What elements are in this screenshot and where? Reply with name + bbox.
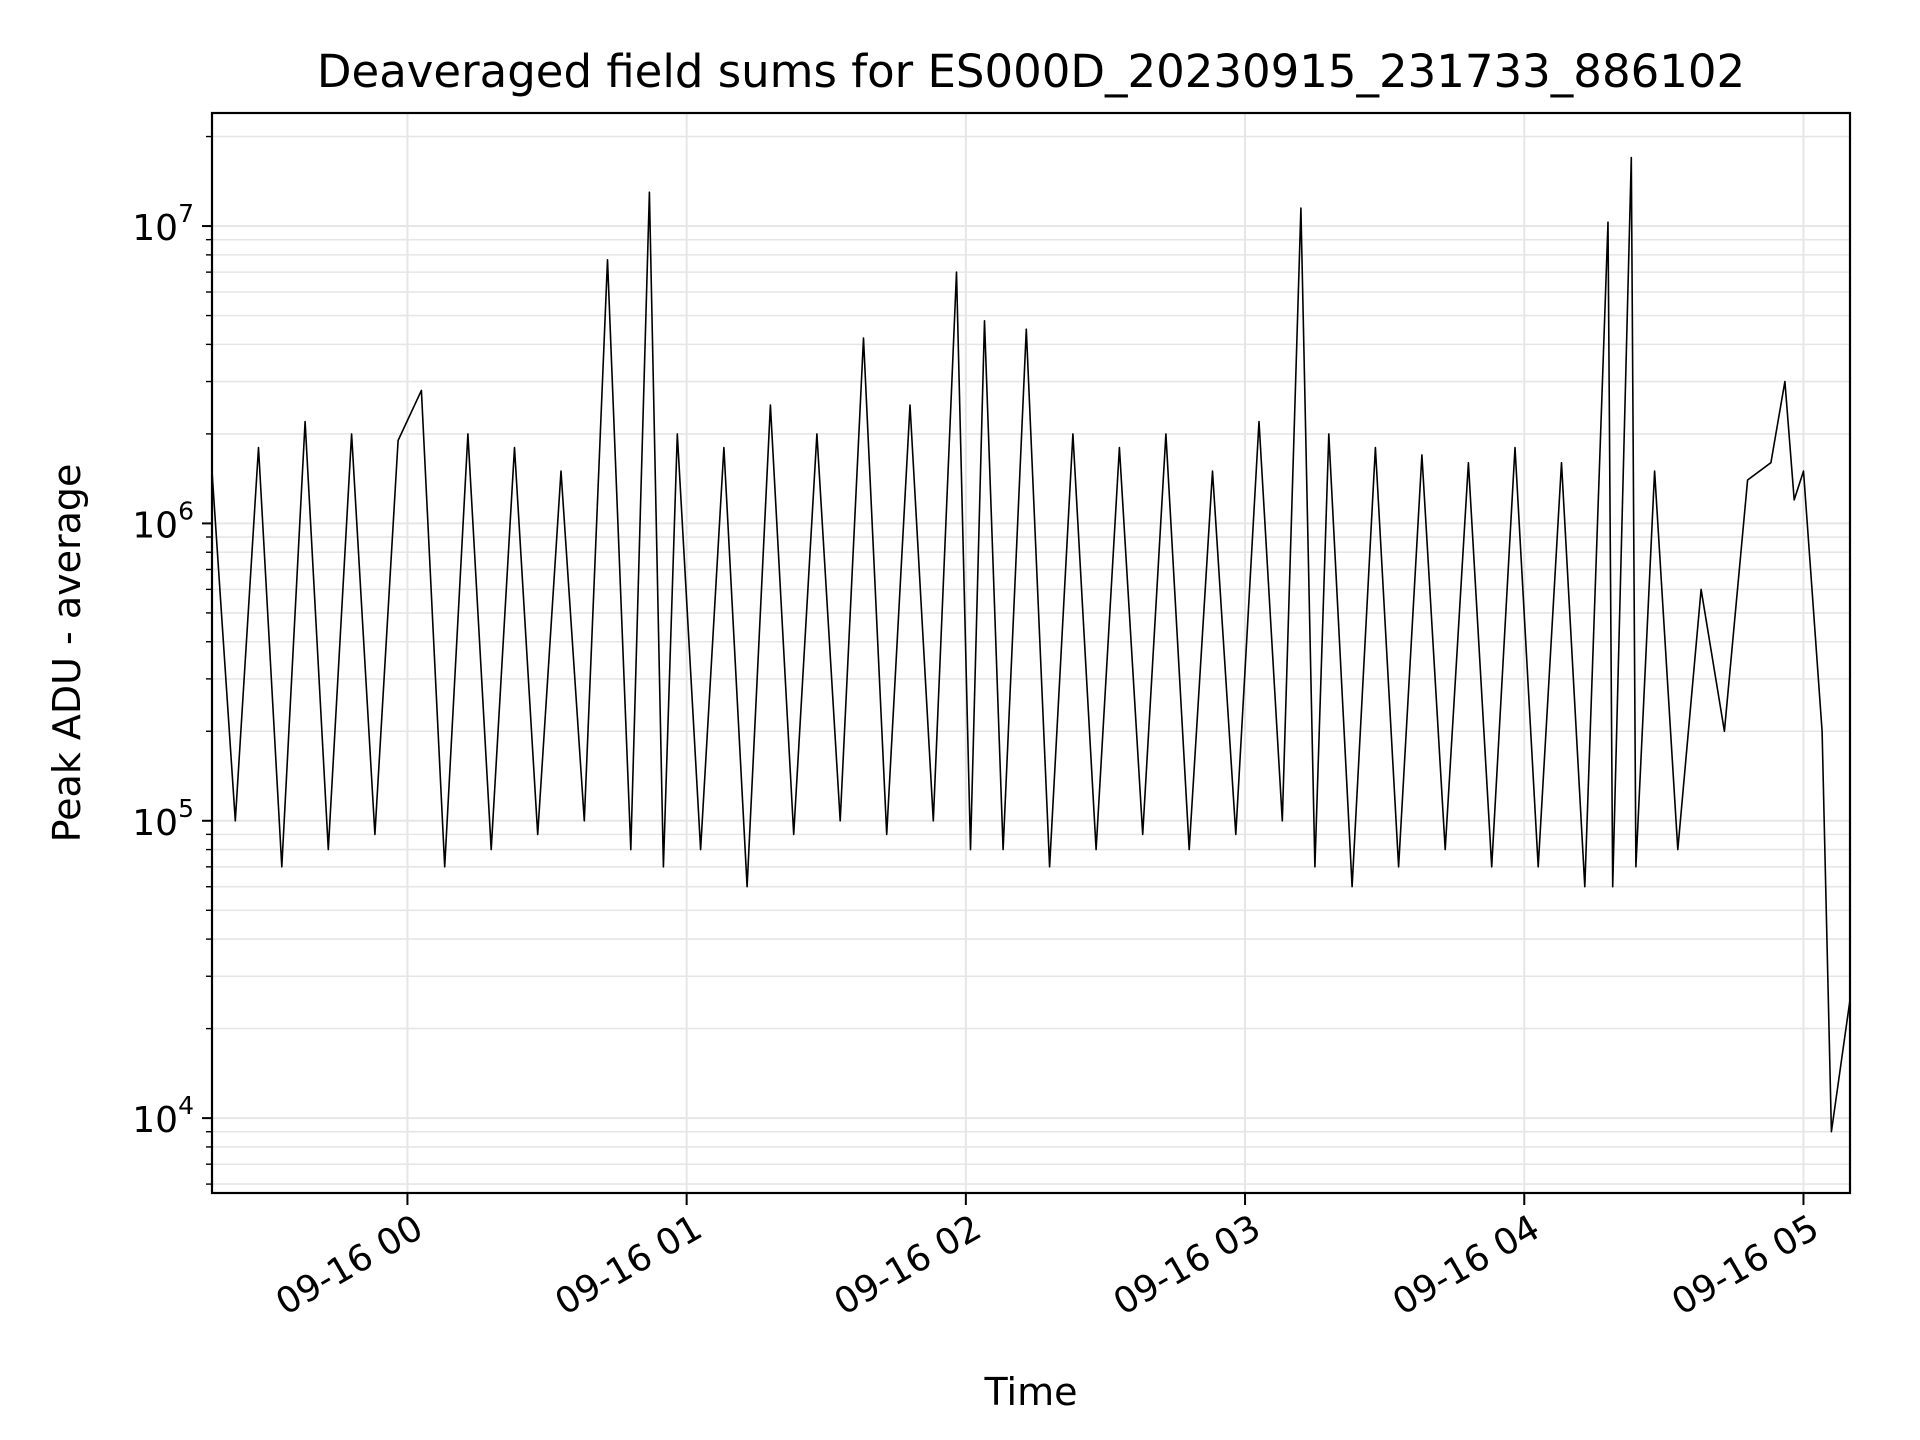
y-axis-label: Peak ADU - average: [45, 464, 89, 843]
y-tick-label: 105: [132, 794, 194, 844]
y-tick-label: 107: [132, 199, 194, 249]
x-axis-label: Time: [984, 1370, 1078, 1414]
y-tick-label: 106: [132, 496, 194, 546]
plot-frame: [210, 111, 1852, 1195]
grid-lines: [212, 113, 1850, 1193]
y-tick-label: 104: [132, 1091, 194, 1141]
chart-title: Deaveraged field sums for ES000D_2023091…: [317, 45, 1745, 98]
series-line: [211, 156, 1851, 1133]
series-layer: [211, 156, 1851, 1133]
